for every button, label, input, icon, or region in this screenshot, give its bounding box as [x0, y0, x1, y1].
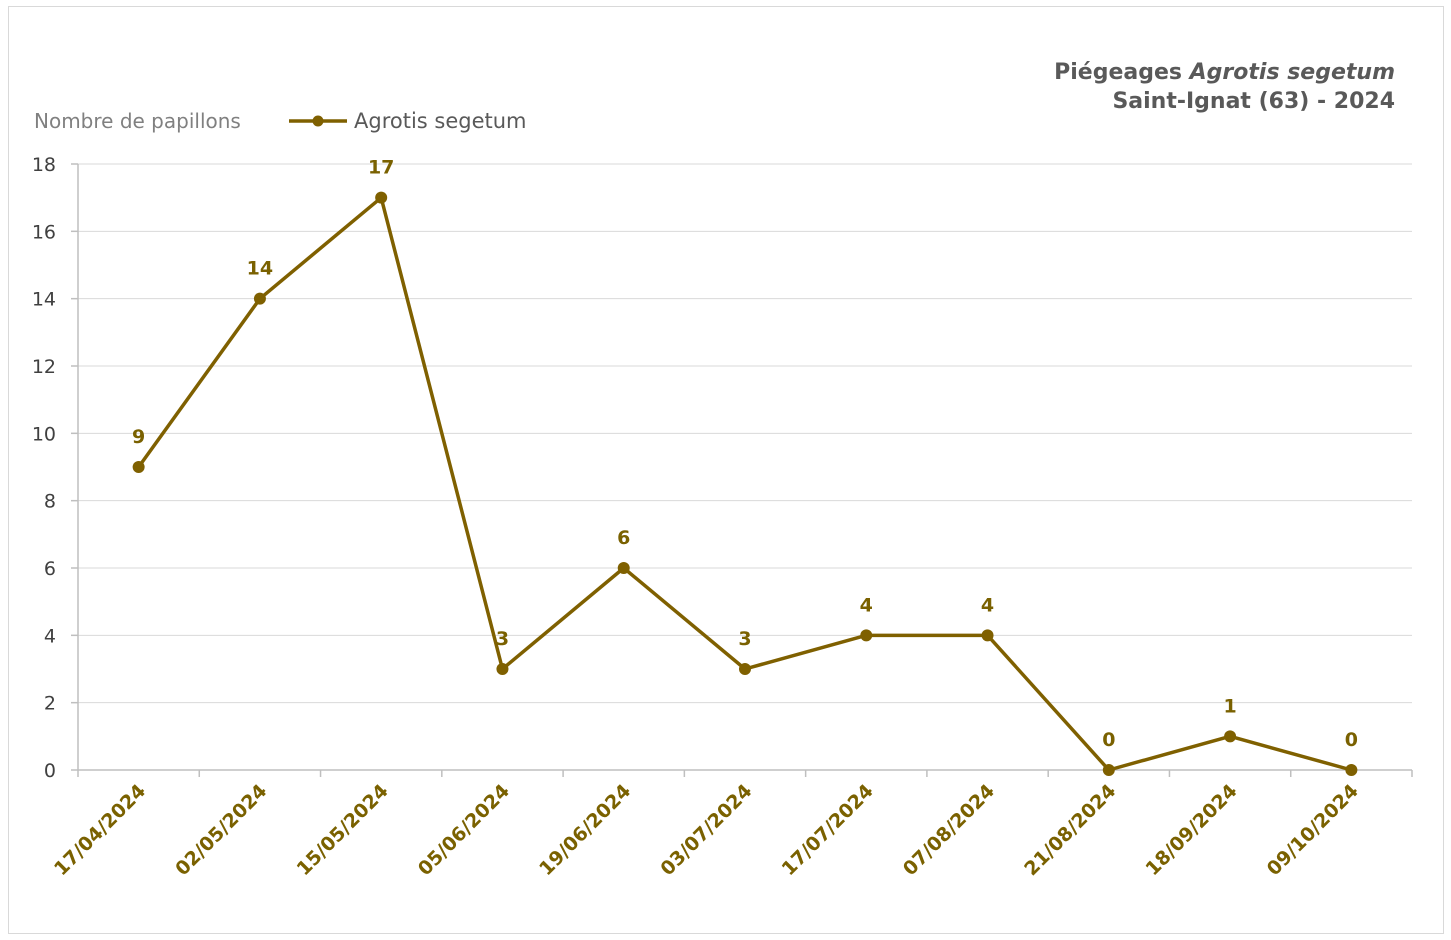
- data-point-10: [1345, 764, 1358, 776]
- chart-title-line1: Piégeages Agrotis segetum: [1054, 60, 1395, 85]
- data-label-3: 3: [496, 628, 509, 650]
- data-point-7: [981, 629, 994, 642]
- x-tick-label-1: 02/05/2024: [171, 780, 271, 880]
- y-tick-label-6: 6: [44, 558, 56, 580]
- x-tick-label-8: 21/08/2024: [1020, 780, 1120, 880]
- chart-title-species: Agrotis segetum: [1188, 60, 1395, 85]
- y-tick-label-10: 10: [32, 423, 56, 445]
- data-point-4: [617, 562, 630, 574]
- data-label-2: 17: [368, 157, 394, 179]
- y-tick-label-2: 2: [44, 693, 56, 715]
- data-label-5: 3: [738, 628, 751, 650]
- data-label-1: 14: [247, 258, 273, 280]
- y-tick-label-14: 14: [32, 289, 56, 311]
- data-point-6: [860, 629, 873, 642]
- chart-title-prefix: Piégeages: [1054, 60, 1190, 85]
- chart-title-line2: Saint-Ignat (63) - 2024: [1112, 89, 1395, 114]
- x-tick-label-6: 17/07/2024: [778, 780, 878, 880]
- chart-frame: [8, 6, 1444, 934]
- data-label-9: 1: [1223, 695, 1236, 717]
- data-label-0: 9: [132, 426, 145, 448]
- gridlines: [78, 163, 1412, 704]
- series-agrotis-segetum: 9 14 17 3 6 3 4 4 0 1 0: [132, 157, 1358, 776]
- legend-series-label: Agrotis segetum: [354, 109, 527, 133]
- y-tick-label-8: 8: [44, 491, 56, 513]
- x-tick-label-0: 17/04/2024: [50, 780, 150, 880]
- data-point-3: [496, 663, 509, 675]
- data-label-7: 4: [981, 594, 994, 616]
- y-tick-label-18: 18: [32, 154, 56, 176]
- x-tick-label-5: 03/07/2024: [656, 780, 756, 880]
- data-label-10: 0: [1345, 729, 1358, 751]
- data-point-8: [1102, 764, 1115, 776]
- x-tick-label-3: 05/06/2024: [414, 780, 514, 880]
- x-tick-label-7: 07/08/2024: [899, 780, 999, 880]
- legend-point-marker: [312, 115, 324, 127]
- x-tick-label-9: 18/09/2024: [1141, 780, 1241, 880]
- x-tick-label-2: 15/05/2024: [293, 780, 393, 880]
- data-point-1: [253, 292, 266, 305]
- y-tick-label-4: 4: [44, 625, 56, 647]
- y-tick-label-12: 12: [32, 356, 56, 378]
- data-point-2: [375, 191, 388, 204]
- data-label-4: 6: [617, 527, 630, 549]
- x-tick-label-10: 09/10/2024: [1263, 780, 1363, 880]
- data-point-9: [1224, 730, 1237, 743]
- data-label-6: 4: [860, 594, 873, 616]
- x-tick-label-4: 19/06/2024: [535, 780, 635, 880]
- y-tick-label-16: 16: [32, 221, 56, 243]
- y-tick-label-0: 0: [44, 760, 56, 782]
- data-point-5: [739, 663, 751, 675]
- series-line-0: [137, 195, 1352, 772]
- data-point-0: [132, 461, 145, 473]
- legend: Agrotis segetum: [289, 109, 527, 133]
- data-label-8: 0: [1102, 729, 1115, 751]
- y-axis-title: Nombre de papillons: [34, 109, 241, 133]
